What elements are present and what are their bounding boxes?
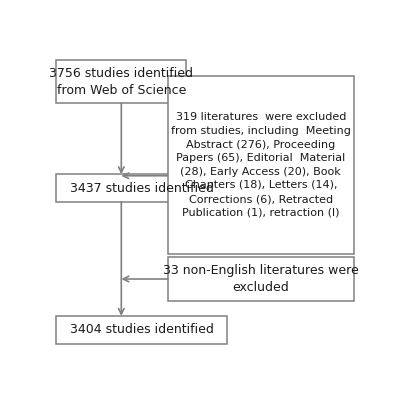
- FancyBboxPatch shape: [56, 60, 186, 104]
- FancyBboxPatch shape: [56, 316, 227, 344]
- Text: 33 non-English literatures were
excluded: 33 non-English literatures were excluded: [163, 264, 359, 294]
- FancyBboxPatch shape: [56, 174, 227, 202]
- FancyBboxPatch shape: [168, 76, 354, 254]
- Text: 3437 studies identified: 3437 studies identified: [70, 182, 213, 195]
- Text: 3404 studies identified: 3404 studies identified: [70, 323, 213, 336]
- Text: 319 literatures  were excluded
from studies, including  Meeting
Abstract (276), : 319 literatures were excluded from studi…: [171, 112, 351, 218]
- Text: 3756 studies identified
from Web of Science: 3756 studies identified from Web of Scie…: [49, 67, 193, 97]
- FancyBboxPatch shape: [168, 258, 354, 300]
